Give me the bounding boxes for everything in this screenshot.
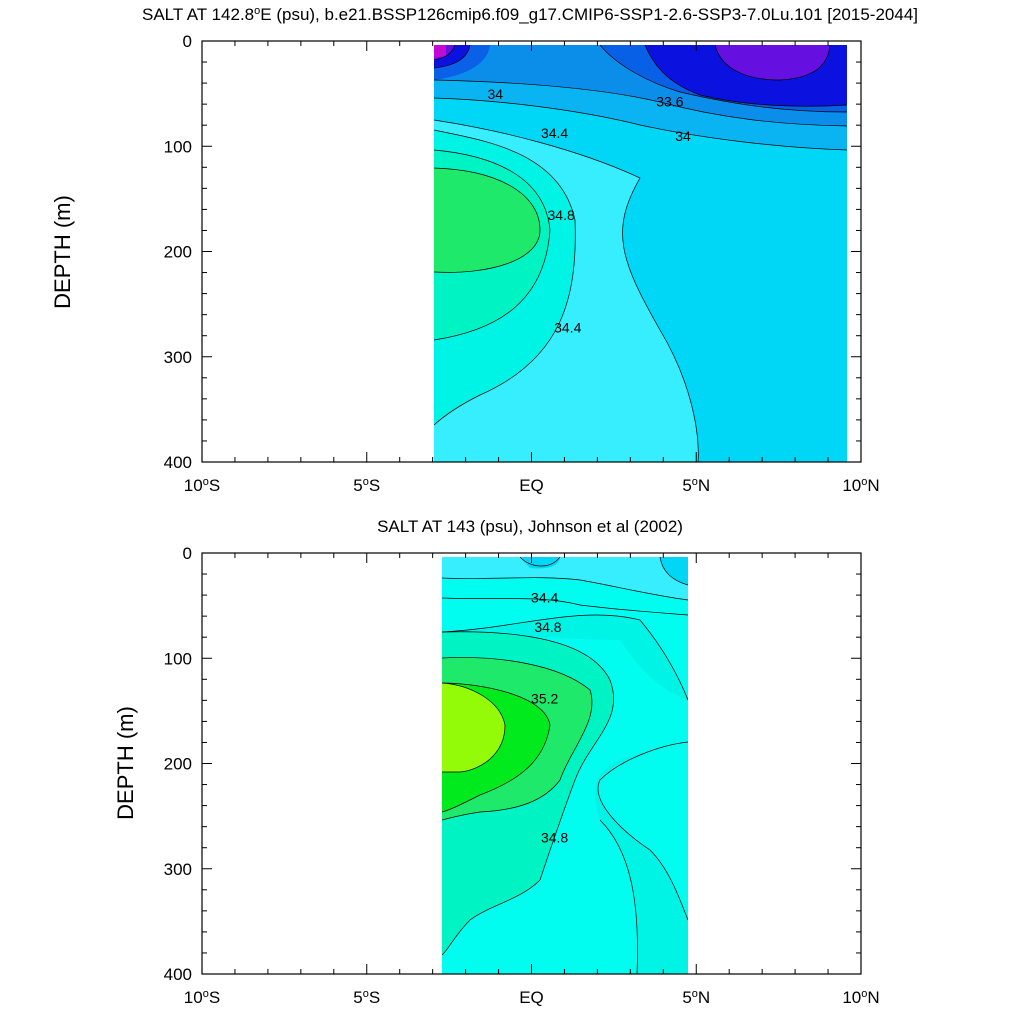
chart-bottom-contour-labels: 34.4 34.8 35.2 34.8: [531, 589, 568, 845]
contour-line: [442, 682, 506, 773]
chart-top-ytick-label: 200: [164, 243, 192, 262]
chart-bottom-contour-label: 34.8: [534, 619, 561, 635]
contour-line: [714, 45, 831, 81]
chart-top-contours: [434, 45, 847, 462]
chart-bottom-ytick-label: 0: [183, 544, 192, 563]
chart-bottom-xtick-label: 10oN: [842, 988, 879, 1007]
chart-top-xtick-label: 5oN: [682, 476, 710, 495]
contour-line: [434, 79, 847, 127]
chart-bottom-contour-label: 35.2: [531, 691, 558, 707]
contour-fill-corner-d: [434, 45, 446, 58]
contour-fill-35.6: [442, 683, 505, 772]
chart-top-contour-label: 34.8: [548, 207, 575, 223]
chart-bottom-xtick-label: 10oS: [184, 988, 220, 1007]
chart-bottom-xtick-label: 5oS: [353, 988, 380, 1007]
chart-top-contour-label: 34: [675, 128, 691, 144]
chart-top-contour-label: 34.4: [541, 125, 568, 141]
chart-top-xtick-label: 10oS: [184, 476, 220, 495]
contour-fill-34.2-b: [660, 557, 688, 585]
contour-fill-34.2-a: [520, 557, 560, 569]
contour-line: [434, 149, 551, 341]
contour-line: [434, 167, 541, 273]
chart-top-ytick-label: 0: [183, 32, 192, 51]
contour-line: [659, 557, 688, 586]
contour-line: [442, 682, 551, 813]
chart-top-xtick-label: EQ: [519, 476, 544, 495]
contour-line: [434, 45, 471, 69]
chart-top-contour-label: 33.6: [656, 93, 683, 109]
chart-bottom-title: SALT AT 143 (psu), Johnson et al (2002): [377, 517, 683, 536]
chart-top-ytick-label: 300: [164, 348, 192, 367]
chart-bottom-xtick-label: 5oN: [682, 988, 710, 1007]
chart-bottom-ytick-label: 200: [164, 755, 192, 774]
contour-line: [442, 614, 688, 701]
chart-top-ytick-label: 100: [164, 137, 192, 156]
chart-bottom: SALT AT 143 (psu), Johnson et al (2002) …: [113, 517, 880, 1007]
chart-bottom-ticks: 10oS 5oS EQ 5oN 10oN 0 100 200 300 400: [164, 544, 880, 1007]
chart-top-ytick-label: 400: [164, 453, 192, 472]
contour-fill-33.2: [715, 45, 830, 80]
chart-bottom-contours: [442, 557, 688, 974]
contour-line: [434, 119, 699, 462]
contour-line: [434, 97, 847, 151]
chart-bottom-ytick-label: 400: [164, 965, 192, 984]
contour-line: [597, 741, 688, 921]
chart-bottom-contour-label: 34.8: [541, 829, 568, 845]
contour-line: [434, 129, 576, 426]
chart-top-contour-label: 34: [487, 86, 503, 102]
chart-top-ticks: 10oS 5oS EQ 5oN 10oN 0 100 200 300 400: [164, 32, 880, 495]
chart-top-xtick-label: 10oN: [842, 476, 879, 495]
contour-line: [519, 557, 561, 567]
chart-bottom-xtick-label: EQ: [519, 988, 544, 1007]
chart-top-contour-labels: 34 33.6 34.4 34 34.8 34.4: [487, 86, 691, 336]
contour-line: [599, 45, 847, 113]
contour-line: [442, 657, 593, 821]
chart-top-ylabel: DEPTH (m): [50, 195, 75, 309]
chart-bottom-ytick-label: 300: [164, 860, 192, 879]
contour-line: [442, 577, 688, 601]
chart-top-contour-label: 34.4: [554, 320, 581, 336]
chart-bottom-contour-label: 34.4: [531, 589, 558, 605]
contour-line: [442, 597, 688, 616]
chart-top-title: SALT AT 142.8oE (psu), b.e21.BSSP126cmip…: [142, 5, 918, 24]
contour-line: [644, 45, 847, 107]
contour-line: [599, 819, 638, 974]
chart-bottom-ylabel: DEPTH (m): [113, 706, 138, 820]
contour-line: [434, 45, 456, 61]
chart-bottom-plot: 34.4 34.8 35.2 34.8 10oS 5oS EQ 5oN 10oN 0 100 200…: [164, 544, 880, 1007]
chart-bottom-ytick-label: 100: [164, 649, 192, 668]
chart-top-xtick-label: 5oS: [353, 476, 380, 495]
contour-fill-34.6-b: [598, 742, 688, 920]
contour-line: [442, 631, 615, 956]
contour-fill-35.0: [434, 168, 540, 273]
chart-top: SALT AT 142.8oE (psu), b.e21.BSSP126cmip…: [50, 5, 918, 495]
